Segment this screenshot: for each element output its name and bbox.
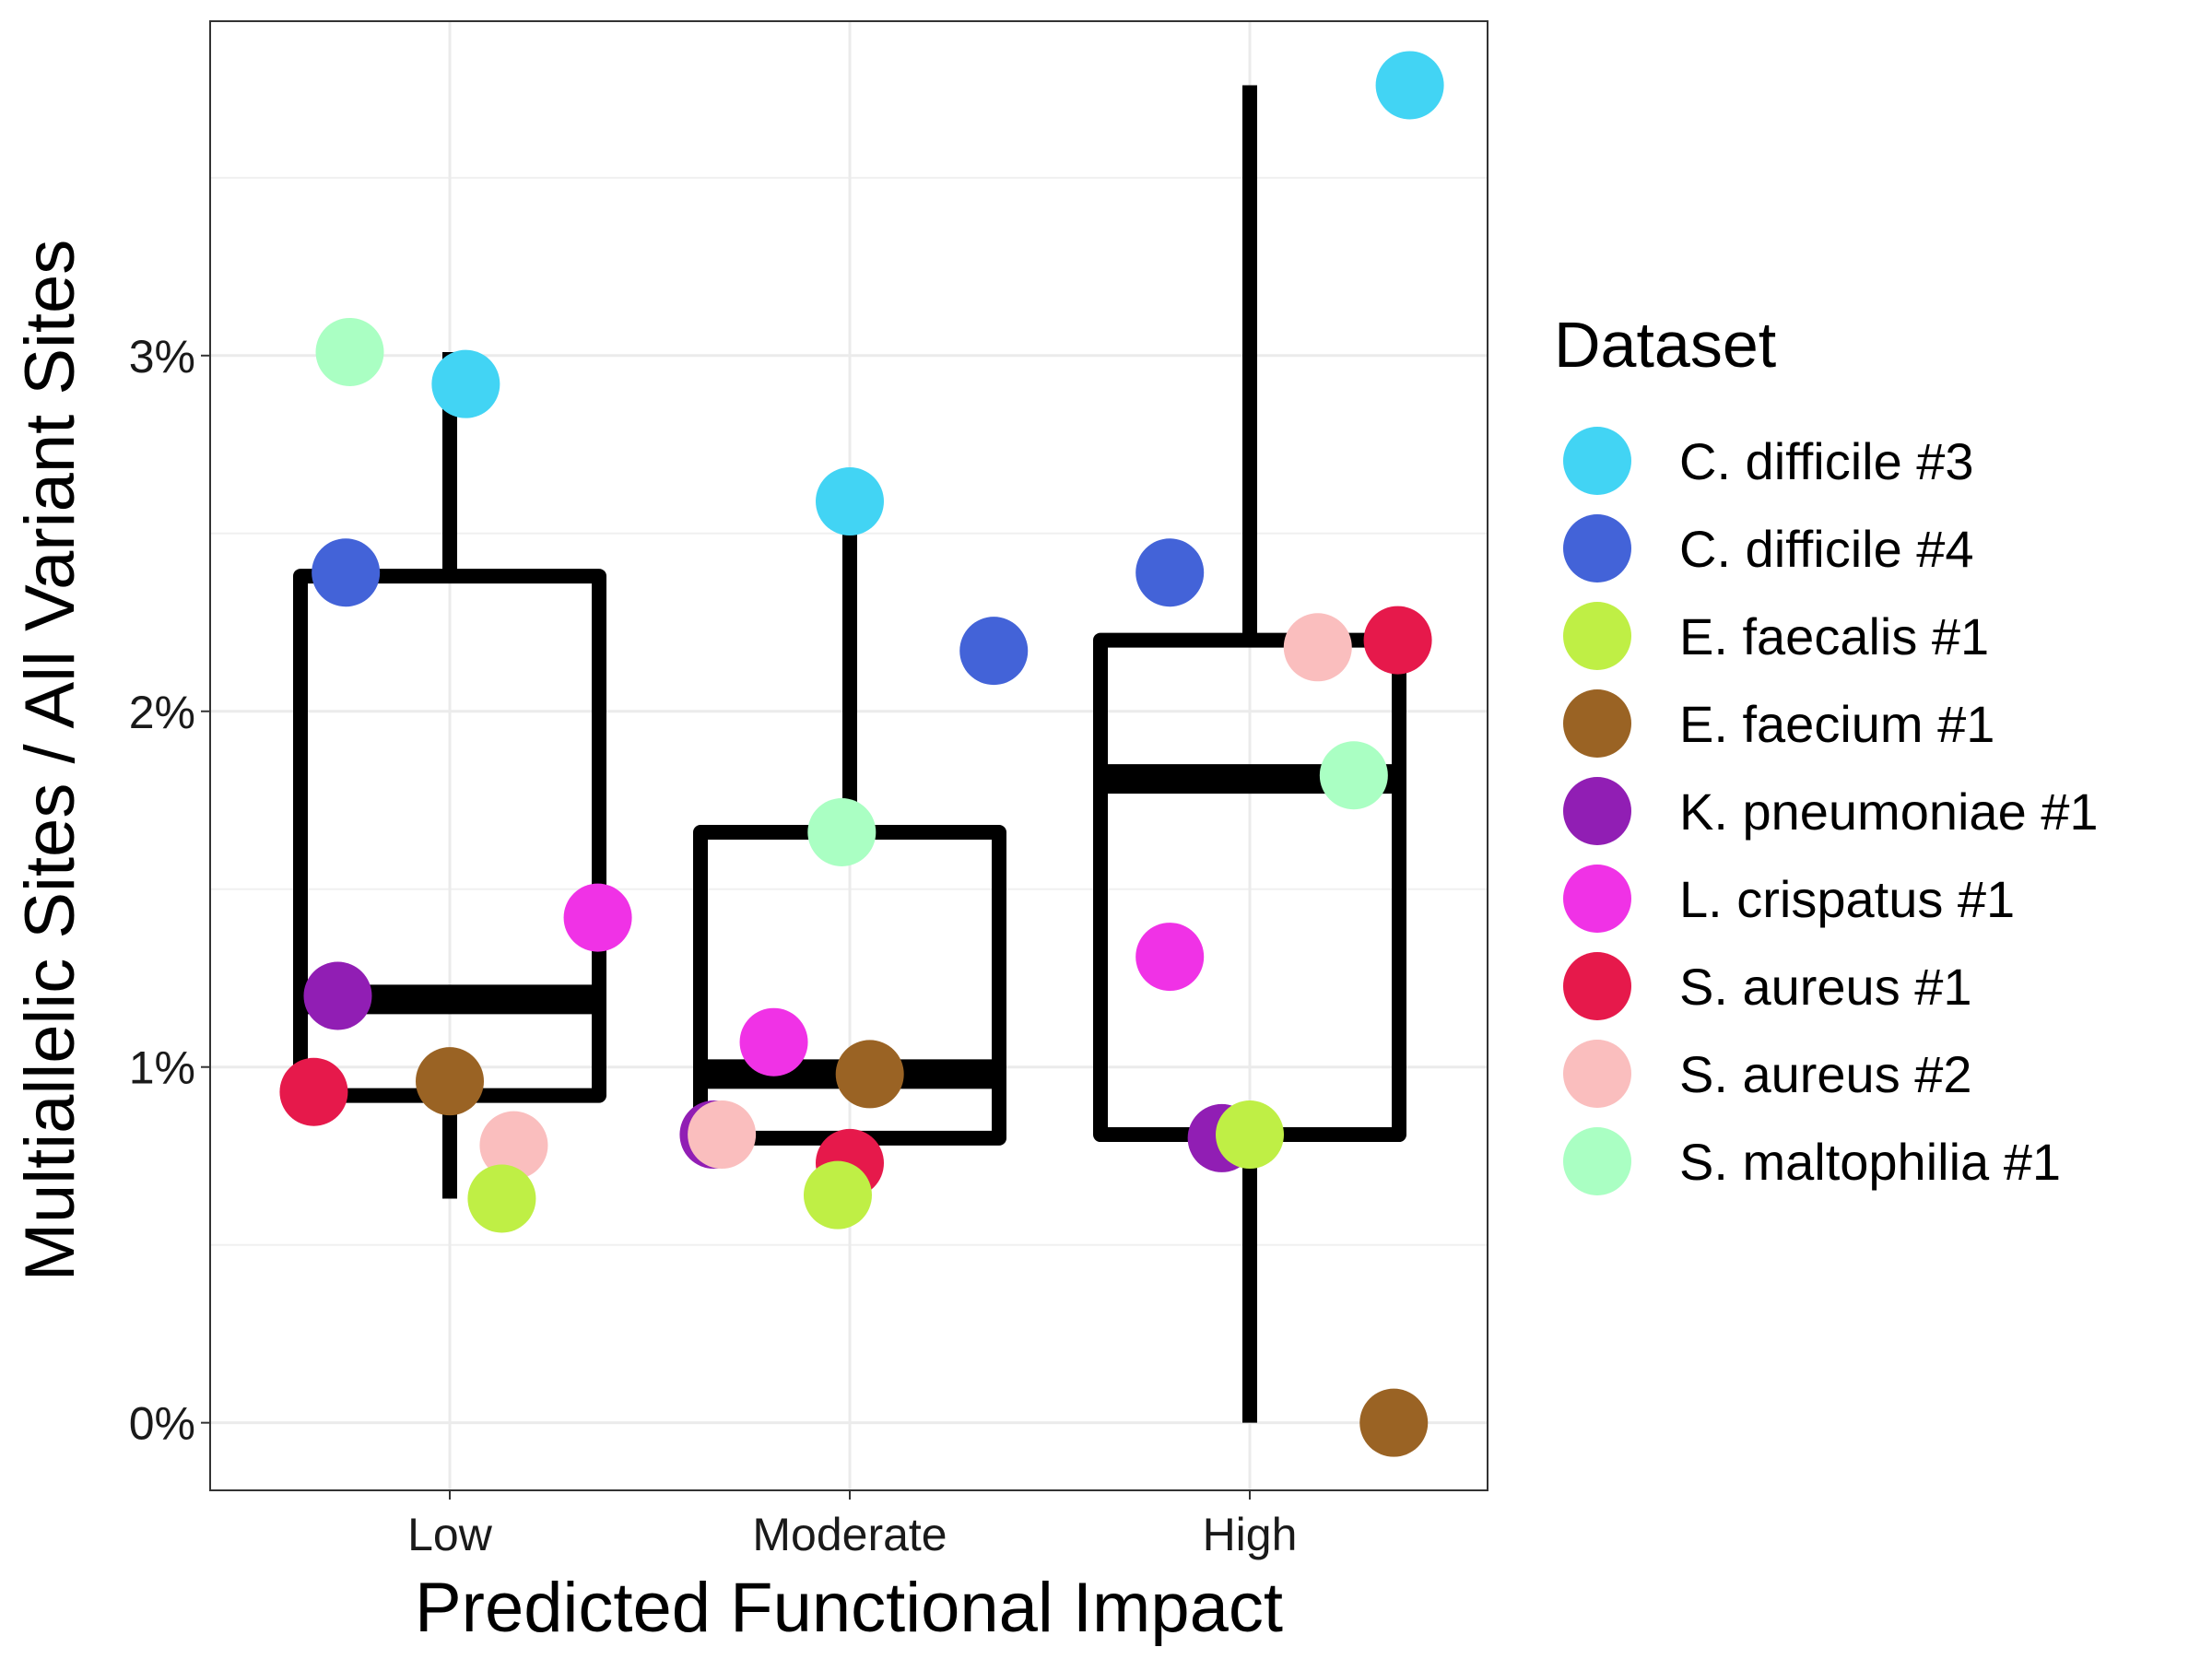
point-moderate-e-faecalis-1	[803, 1160, 872, 1230]
legend-key-e-faecalis-1	[1563, 602, 1631, 670]
point-high-s-aureus-1	[1363, 606, 1432, 675]
legend-label-c-difficile-4: C. difficile #4	[1679, 520, 1974, 578]
legend-item-e-faecalis-1: E. faecalis #1	[1563, 602, 1989, 670]
point-high-c-difficile-3	[1375, 51, 1444, 120]
x-axis: Low Moderate High	[407, 1490, 1297, 1560]
legend-item-s-aureus-2: S. aureus #2	[1563, 1040, 1972, 1108]
legend-key-s-aureus-2	[1563, 1040, 1631, 1108]
x-tick-label-low: Low	[407, 1509, 493, 1560]
point-low-e-faecalis-1	[467, 1164, 536, 1233]
legend-key-c-difficile-3	[1563, 427, 1631, 495]
y-tick-label: 3%	[129, 331, 195, 382]
point-low-k-pneumoniae-1	[303, 961, 372, 1030]
point-low-s-maltophilia-1	[315, 317, 384, 386]
legend-label-e-faecium-1: E. faecium #1	[1679, 695, 1994, 753]
legend-key-l-crispatus-1	[1563, 865, 1631, 933]
legend-key-c-difficile-4	[1563, 514, 1631, 582]
point-low-l-crispatus-1	[563, 883, 632, 952]
y-axis: 0% 1% 2% 3%	[129, 331, 210, 1450]
legend-title: Dataset	[1554, 309, 1776, 381]
legend-item-c-difficile-3: C. difficile #3	[1563, 427, 1974, 495]
point-high-s-maltophilia-1	[1319, 741, 1388, 810]
legend-item-s-maltophilia-1: S. maltophilia #1	[1563, 1127, 2061, 1195]
legend: Dataset C. difficile #3 C. difficile #4 E.…	[1554, 309, 2099, 1195]
legend-key-k-pneumoniae-1	[1563, 777, 1631, 845]
point-low-c-difficile-4	[312, 538, 381, 607]
points-layer	[279, 51, 1444, 1457]
point-moderate-e-faecium-1	[835, 1040, 904, 1109]
point-low-s-aureus-2	[479, 1111, 548, 1180]
point-high-s-aureus-2	[1283, 613, 1352, 682]
point-low-e-faecium-1	[416, 1047, 484, 1116]
legend-label-s-maltophilia-1: S. maltophilia #1	[1679, 1133, 2061, 1191]
point-high-e-faecium-1	[1359, 1388, 1429, 1457]
x-tick-label-high: High	[1203, 1509, 1298, 1560]
y-tick-label: 2%	[129, 687, 195, 738]
point-high-l-crispatus-1	[1135, 923, 1205, 992]
point-moderate-s-maltophilia-1	[807, 797, 877, 866]
legend-label-k-pneumoniae-1: K. pneumoniae #1	[1679, 782, 2099, 841]
x-tick-label-moderate: Moderate	[752, 1509, 947, 1560]
legend-items: C. difficile #3 C. difficile #4 E. faecali…	[1563, 427, 2099, 1195]
legend-label-s-aureus-2: S. aureus #2	[1679, 1045, 1972, 1103]
point-moderate-l-crispatus-1	[739, 1007, 808, 1077]
legend-key-e-faecium-1	[1563, 689, 1631, 758]
point-low-s-aureus-1	[279, 1057, 348, 1126]
legend-label-e-faecalis-1: E. faecalis #1	[1679, 607, 1989, 665]
legend-key-s-maltophilia-1	[1563, 1127, 1631, 1195]
point-moderate-c-difficile-3	[816, 467, 884, 536]
legend-item-l-crispatus-1: L. crispatus #1	[1563, 865, 2015, 933]
legend-item-e-faecium-1: E. faecium #1	[1563, 689, 1994, 758]
legend-item-k-pneumoniae-1: K. pneumoniae #1	[1563, 777, 2099, 845]
y-axis-title: Multiallelic Sites / All Variant Sites	[11, 240, 89, 1282]
legend-label-c-difficile-3: C. difficile #3	[1679, 432, 1974, 490]
point-moderate-s-aureus-2	[688, 1100, 757, 1170]
y-tick-label: 1%	[129, 1042, 195, 1094]
point-high-c-difficile-4	[1135, 538, 1205, 607]
point-moderate-c-difficile-4	[959, 617, 1029, 686]
y-tick-label: 0%	[129, 1398, 195, 1450]
legend-item-c-difficile-4: C. difficile #4	[1563, 514, 1974, 582]
x-axis-title: Predicted Functional Impact	[415, 1569, 1283, 1647]
legend-label-s-aureus-1: S. aureus #1	[1679, 958, 1972, 1016]
legend-label-l-crispatus-1: L. crispatus #1	[1679, 870, 2015, 928]
point-low-c-difficile-3	[431, 349, 500, 418]
point-high-e-faecalis-1	[1216, 1100, 1284, 1170]
legend-key-s-aureus-1	[1563, 952, 1631, 1020]
legend-item-s-aureus-1: S. aureus #1	[1563, 952, 1972, 1020]
